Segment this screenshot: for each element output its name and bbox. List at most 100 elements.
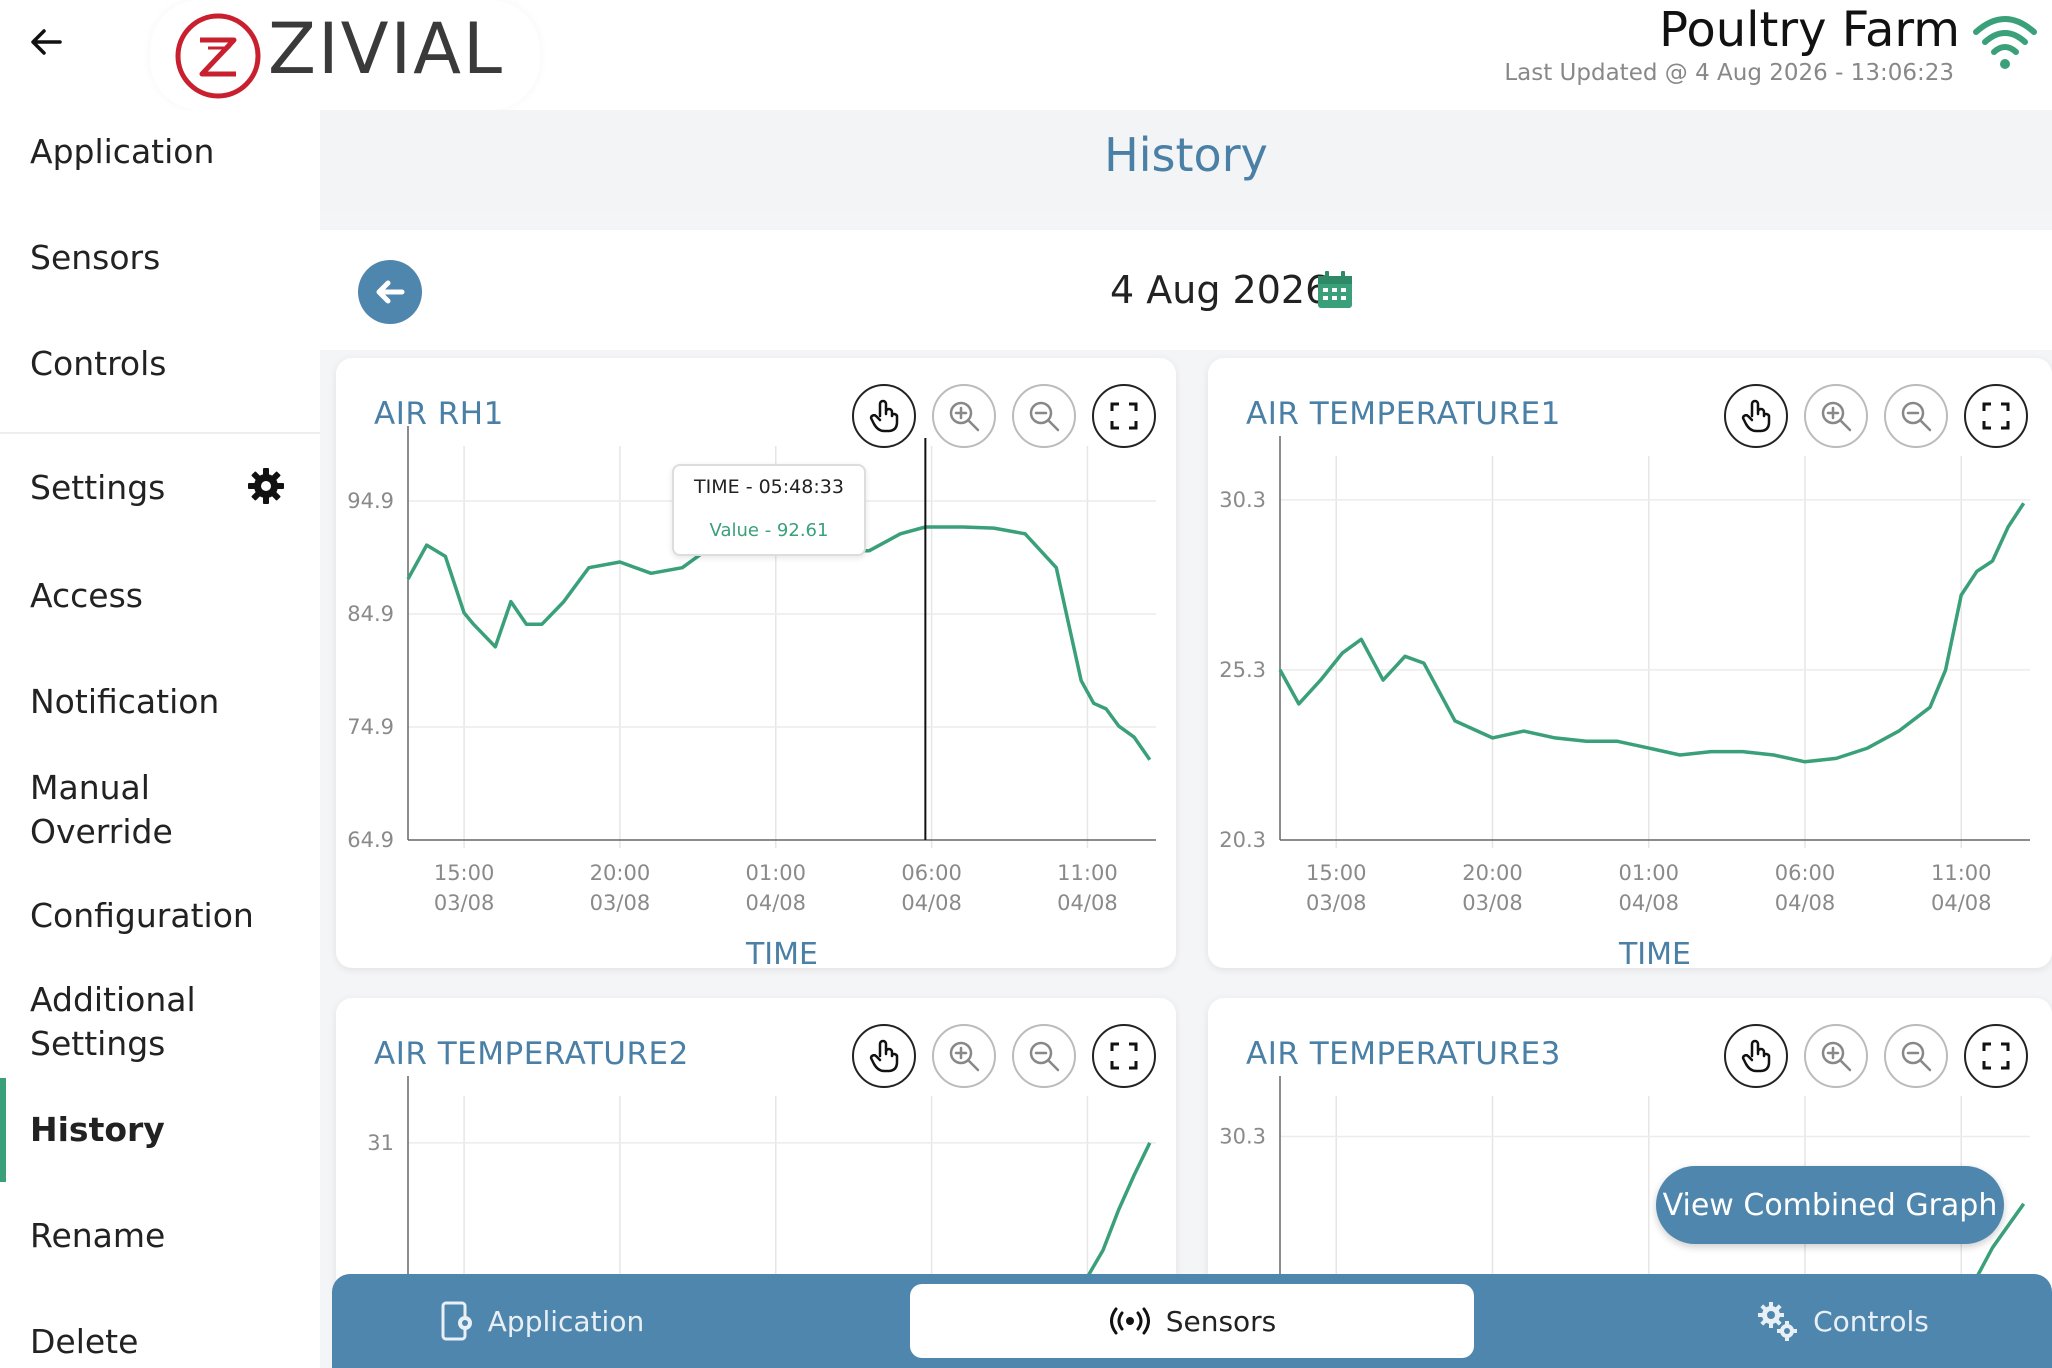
- sidebar-item-additional-settings[interactable]: Additional Settings: [30, 980, 196, 1063]
- x-tick-label: 15:00: [434, 861, 495, 885]
- series-line: [1278, 502, 2026, 764]
- fullscreen-button[interactable]: [1092, 384, 1156, 448]
- main-content: History 4 Aug 2026 94.9 84.9 74.9 64.9 15:00…: [320, 110, 2052, 1368]
- chart-card-air-rh1: 94.9 84.9 74.9 64.9 15:00 03/08 20:00 03/08 01:0…: [336, 358, 1176, 968]
- chart-air-rh1[interactable]: 94.9 84.9 74.9 64.9 15:00 03/08 20:00 03/08 01:0…: [336, 358, 1176, 968]
- logo: ZIVIAL: [150, 0, 540, 110]
- zoom-in-icon: [1821, 401, 1852, 432]
- chart-title: AIR TEMPERATURE3: [1246, 1036, 1561, 1072]
- sidebar-item-configuration[interactable]: Configuration: [30, 896, 254, 935]
- x-tick-label: 20:00: [590, 861, 651, 885]
- x-tick-date: 04/08: [901, 891, 962, 915]
- x-tick-date: 03/08: [434, 891, 495, 915]
- sidebar-item-controls[interactable]: Controls: [30, 344, 167, 383]
- y-tick-label: 84.9: [347, 602, 394, 626]
- view-combined-graph-button[interactable]: View Combined Graph: [1656, 1166, 2004, 1244]
- zoom-out-button[interactable]: [1884, 384, 1948, 448]
- calendar-icon[interactable]: [1316, 270, 1354, 310]
- logo-text: ZIVIAL: [268, 8, 505, 90]
- zoom-in-icon: [949, 1041, 980, 1072]
- fullscreen-button[interactable]: [1964, 1024, 2028, 1088]
- x-tick-label: 11:00: [1057, 861, 1118, 885]
- pan-tool-button[interactable]: [1724, 1024, 1788, 1088]
- zoom-out-button[interactable]: [1884, 1024, 1948, 1088]
- hand-pointer-icon: [869, 399, 899, 433]
- zoom-in-button[interactable]: [1804, 1024, 1868, 1088]
- x-tick-label: 15:00: [1306, 861, 1367, 885]
- zoom-in-button[interactable]: [932, 1024, 996, 1088]
- bottom-nav-label: Sensors: [1165, 1304, 1277, 1338]
- sidebar-item-settings[interactable]: Settings: [30, 468, 166, 507]
- date-back-button[interactable]: [358, 260, 422, 324]
- sidebar: Application Sensors Controls Settings Ac…: [0, 110, 320, 1368]
- back-arrow-icon[interactable]: [26, 22, 66, 62]
- y-tick-label: 31: [367, 1131, 394, 1155]
- chart-tooltip: TIME - 05:48:33 Value - 92.61: [672, 464, 866, 556]
- sidebar-divider: [0, 432, 320, 434]
- x-tick-label: 01:00: [746, 861, 807, 885]
- x-axis-title: TIME: [1618, 937, 1691, 968]
- chart-title: AIR RH1: [374, 396, 504, 432]
- x-tick-label: 20:00: [1462, 861, 1523, 885]
- sensors-icon: [1108, 1306, 1152, 1336]
- zoom-out-icon: [1901, 401, 1932, 432]
- bottom-nav-label: Controls: [1813, 1304, 1929, 1338]
- fullscreen-button[interactable]: [1092, 1024, 1156, 1088]
- fullscreen-button[interactable]: [1964, 384, 2028, 448]
- chart-card-air-temperature1: 30.3 25.3 20.3 15:00 03/08 20:00 03/08 01:00 04/…: [1208, 358, 2052, 968]
- y-tick-label: 30.3: [1219, 1124, 1266, 1148]
- controls-icon: [1755, 1299, 1799, 1343]
- sidebar-item-notification[interactable]: Notification: [30, 682, 220, 721]
- fullscreen-icon: [1110, 1042, 1138, 1070]
- x-tick-date: 04/08: [1618, 891, 1679, 915]
- sidebar-item-rename[interactable]: Rename: [30, 1216, 166, 1255]
- settings-gear-icon[interactable]: [246, 466, 286, 506]
- zoom-in-button[interactable]: [932, 384, 996, 448]
- y-tick-label: 64.9: [347, 828, 394, 852]
- hand-pointer-icon: [1741, 1039, 1771, 1073]
- zoom-out-button[interactable]: [1012, 384, 1076, 448]
- x-tick-date: 03/08: [1462, 891, 1523, 915]
- zoom-out-icon: [1029, 401, 1060, 432]
- x-tick-date: 03/08: [1306, 891, 1367, 915]
- selected-date: 4 Aug 2026: [1110, 268, 1330, 312]
- zoom-in-icon: [949, 401, 980, 432]
- series-line: [406, 525, 1152, 761]
- bottom-nav-sensors[interactable]: Sensors: [910, 1284, 1474, 1358]
- x-tick-date: 03/08: [590, 891, 651, 915]
- zoom-in-icon: [1821, 1041, 1852, 1072]
- zoom-in-button[interactable]: [1804, 384, 1868, 448]
- tooltip-time: TIME - 05:48:33: [694, 476, 844, 498]
- fullscreen-icon: [1982, 1042, 2010, 1070]
- fullscreen-icon: [1110, 402, 1138, 430]
- x-tick-label: 06:00: [901, 861, 962, 885]
- sidebar-item-application[interactable]: Application: [30, 132, 215, 171]
- bottom-nav-controls[interactable]: Controls: [1632, 1284, 2052, 1358]
- bottom-nav-application[interactable]: Application: [332, 1284, 752, 1358]
- x-tick-label: 06:00: [1775, 861, 1836, 885]
- hand-pointer-icon: [1741, 399, 1771, 433]
- zoom-out-icon: [1901, 1041, 1932, 1072]
- pan-tool-button[interactable]: [852, 384, 916, 448]
- y-tick-label: 94.9: [347, 489, 394, 513]
- pan-tool-button[interactable]: [1724, 384, 1788, 448]
- fullscreen-icon: [1982, 402, 2010, 430]
- sidebar-item-sensors[interactable]: Sensors: [30, 238, 161, 277]
- top-bar: ZIVIAL Poultry Farm Last Updated @ 4 Aug…: [0, 0, 2052, 110]
- chart-air-temperature1[interactable]: 30.3 25.3 20.3 15:00 03/08 20:00 03/08 01:00 04/…: [1208, 358, 2052, 968]
- sidebar-item-access[interactable]: Access: [30, 576, 143, 615]
- sidebar-item-delete[interactable]: Delete: [30, 1322, 139, 1361]
- tooltip-value: Value - 92.61: [709, 520, 829, 541]
- sidebar-item-history[interactable]: History: [30, 1110, 165, 1149]
- bottom-nav: Application Sensors Controls: [332, 1274, 2052, 1368]
- sidebar-item-manual-override[interactable]: Manual Override: [30, 768, 173, 851]
- x-tick-date: 04/08: [746, 891, 807, 915]
- x-tick-date: 04/08: [1775, 891, 1836, 915]
- pan-tool-button[interactable]: [852, 1024, 916, 1088]
- zoom-out-button[interactable]: [1012, 1024, 1076, 1088]
- x-tick-date: 04/08: [1057, 891, 1118, 915]
- chart-title: AIR TEMPERATURE2: [374, 1036, 689, 1072]
- farm-title: Poultry Farm: [1659, 2, 1960, 58]
- wifi-icon: [1973, 16, 2037, 69]
- arrow-left-icon: [376, 280, 405, 304]
